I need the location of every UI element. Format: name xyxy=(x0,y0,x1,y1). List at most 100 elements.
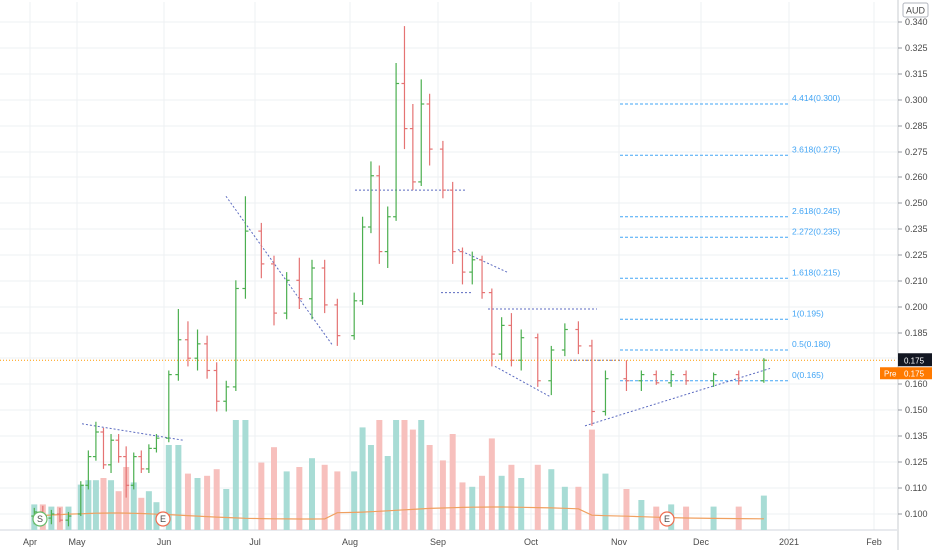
fib-level-label: 0(0.165) xyxy=(792,370,824,380)
volume-bar xyxy=(426,445,433,530)
volume-bar xyxy=(92,480,99,530)
volume-bar xyxy=(623,489,630,530)
price-tick-label: 0.325 xyxy=(905,43,928,53)
fib-level-label: 3.618(0.275) xyxy=(792,144,840,154)
volume-bar xyxy=(418,420,425,530)
event-marker-label: S xyxy=(37,514,43,524)
volume-bar xyxy=(508,464,515,530)
price-tick-label: 0.225 xyxy=(905,250,928,260)
volume-bar xyxy=(760,495,767,530)
volume-bar xyxy=(459,482,466,530)
split-event-marker[interactable] xyxy=(32,511,48,527)
fib-level-label: 2.272(0.235) xyxy=(792,226,840,236)
volume-bar xyxy=(175,445,182,530)
volume-bar xyxy=(518,478,525,530)
volume-bar xyxy=(85,480,92,530)
time-tick-label: Feb xyxy=(866,537,882,547)
volume-bar xyxy=(439,460,446,530)
volume-bar xyxy=(271,447,277,530)
volume-bar xyxy=(359,427,366,530)
time-tick-label: Dec xyxy=(693,537,710,547)
fib-level-label: 0.5(0.180) xyxy=(792,339,831,349)
volume-bar xyxy=(409,429,416,530)
last-price-label: 0.175 xyxy=(904,356,925,365)
volume-bar xyxy=(283,471,290,530)
volume-bar xyxy=(449,434,456,530)
volume-bar xyxy=(194,478,201,530)
earnings-event-marker[interactable] xyxy=(659,511,675,527)
price-tick-label: 0.250 xyxy=(905,198,928,208)
volume-bar xyxy=(334,471,341,530)
trend-line xyxy=(584,367,771,427)
time-tick-label: 2021 xyxy=(779,537,799,547)
volume-bar xyxy=(145,491,152,530)
volume-bar xyxy=(309,458,315,530)
volume-bar xyxy=(534,464,541,530)
price-tick-label: 0.260 xyxy=(905,172,928,182)
earnings-event-marker[interactable] xyxy=(155,511,171,527)
volume-bar xyxy=(401,420,408,530)
price-tick-label: 0.200 xyxy=(905,302,928,312)
time-tick-label: Apr xyxy=(23,537,37,547)
time-tick-label: Jul xyxy=(249,537,261,547)
volume-bar xyxy=(469,486,476,530)
volume-bar xyxy=(653,506,660,530)
volume-bar xyxy=(498,475,505,530)
volume-bar xyxy=(548,469,555,530)
time-tick-label: Aug xyxy=(342,537,358,547)
volume-bar xyxy=(123,467,130,530)
volume-bar xyxy=(602,473,609,530)
trend-line xyxy=(494,365,552,398)
volume-bar xyxy=(242,420,249,530)
volume-moving-average xyxy=(34,506,764,520)
trend-line xyxy=(225,195,334,347)
price-tick-label: 0.210 xyxy=(905,276,928,286)
volume-bar xyxy=(204,475,211,530)
last-price-badge xyxy=(898,353,932,367)
volume-bar xyxy=(384,456,391,530)
volume-bar xyxy=(223,489,230,530)
price-tick-label: 0.300 xyxy=(905,95,928,105)
price-tick-label: 0.275 xyxy=(905,147,928,157)
volume-bar xyxy=(130,482,137,530)
pre-market-label: Pre xyxy=(884,369,897,378)
volume-bar xyxy=(588,429,595,530)
price-tick-label: 0.160 xyxy=(905,379,928,389)
volume-bar xyxy=(393,420,400,530)
time-tick-label: Nov xyxy=(611,537,628,547)
time-tick-label: May xyxy=(68,537,86,547)
price-tick-label: 0.100 xyxy=(905,509,928,519)
volume-bar xyxy=(351,471,358,530)
volume-bar xyxy=(165,445,172,530)
pre-market-badge xyxy=(880,367,932,380)
volume-bar xyxy=(184,473,191,530)
price-tick-label: 0.285 xyxy=(905,121,928,131)
price-tick-label: 0.150 xyxy=(905,405,928,415)
price-tick-label: 0.125 xyxy=(905,457,928,467)
volume-bar xyxy=(258,462,265,530)
volume-bar xyxy=(232,420,239,530)
volume-bar xyxy=(108,480,115,530)
price-tick-label: 0.235 xyxy=(905,224,928,234)
volume-bar xyxy=(479,475,486,530)
fib-level-label: 4.414(0.300) xyxy=(792,93,840,103)
price-tick-label: 0.135 xyxy=(905,431,928,441)
fib-level-label: 1(0.195) xyxy=(792,308,824,318)
volume-bar xyxy=(376,420,383,530)
price-tick-label: 0.315 xyxy=(905,69,928,79)
time-tick-label: Jun xyxy=(157,537,172,547)
trend-line xyxy=(81,423,184,441)
trend-line xyxy=(457,249,508,273)
time-tick-label: Sep xyxy=(430,537,446,547)
fib-level-label: 1.618(0.215) xyxy=(792,267,840,277)
volume-bar xyxy=(638,500,645,530)
volume-bar xyxy=(367,445,374,530)
event-marker-label: E xyxy=(664,514,670,524)
fib-level-label: 2.618(0.245) xyxy=(792,206,840,216)
price-tick-label: 0.340 xyxy=(905,17,928,27)
pre-market-price: 0.175 xyxy=(904,369,925,378)
currency-label: AUD xyxy=(906,6,926,16)
time-tick-label: Oct xyxy=(524,537,539,547)
volume-bar xyxy=(115,491,122,530)
